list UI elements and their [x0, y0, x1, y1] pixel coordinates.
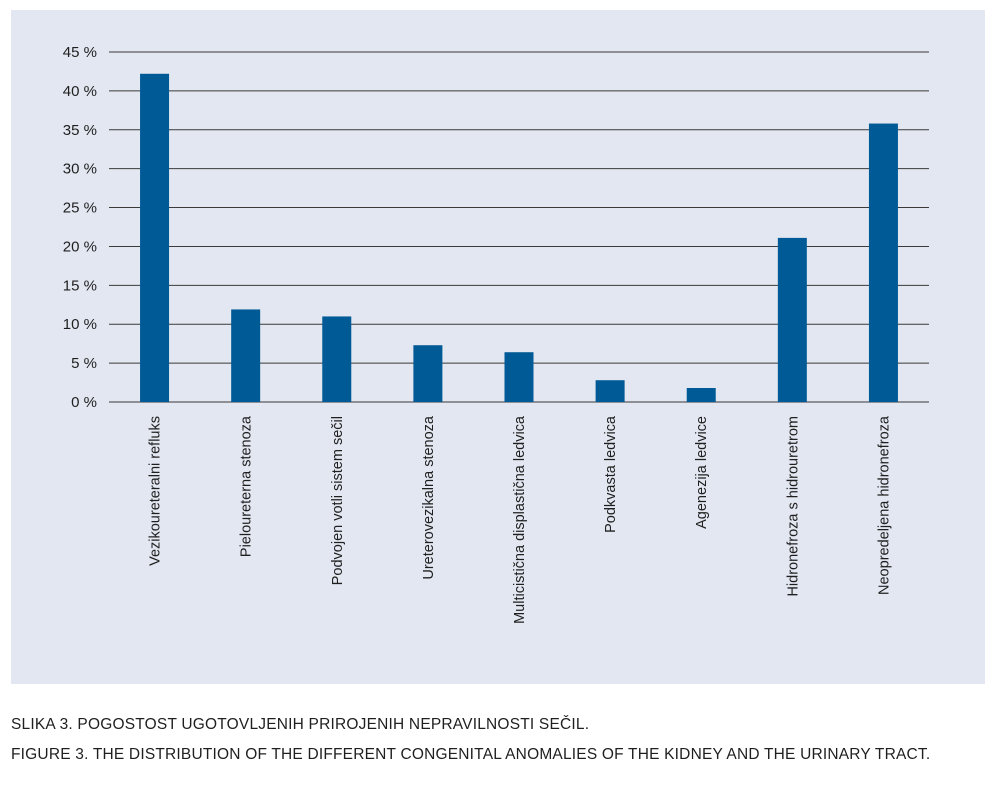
y-tick-label: 40 % — [63, 83, 97, 100]
bar — [595, 380, 625, 402]
bar — [504, 352, 534, 402]
bar-chart: 0 % 5 % 10 % 15 % 20 % 25 % 30 % 35 % 40 % 45 % V… — [63, 44, 929, 624]
bar — [686, 388, 716, 402]
y-tick-label: 20 % — [63, 238, 97, 255]
x-category-label: Multicistična displastična ledvica — [512, 415, 528, 624]
x-category-label: Hidronefroza s hidrouretrom — [785, 416, 801, 597]
bar — [777, 237, 807, 402]
y-tick-label: 25 % — [63, 200, 97, 217]
bar — [322, 316, 352, 402]
y-tick-label: 30 % — [63, 161, 97, 178]
x-category-label: Agenezija ledvice — [694, 416, 710, 529]
x-category-label: Ureterovezikalna stenoza — [421, 415, 437, 580]
bars — [140, 73, 898, 403]
y-tick-label: 5 % — [71, 355, 97, 372]
x-category-label: Podkvasta ledvica — [603, 415, 619, 533]
y-axis-tick-labels: 0 % 5 % 10 % 15 % 20 % 25 % 30 % 35 % 40 % 45 % — [63, 44, 97, 411]
y-tick-label: 45 % — [63, 44, 97, 61]
x-axis-category-labels: Vezikoureteralni refluks Pieloureterna st… — [148, 415, 893, 624]
y-tick-label: 35 % — [63, 122, 97, 139]
y-tick-label: 0 % — [71, 394, 97, 411]
x-category-label: Podvojen votli sistem sečil — [330, 416, 346, 585]
figure-caption-slovenian: SLIKA 3. POGOSTOST UGOTOVLJENIH PRIROJEN… — [11, 716, 590, 733]
bar — [231, 309, 261, 402]
x-category-label: Vezikoureteralni refluks — [148, 416, 164, 566]
bar — [868, 123, 898, 403]
y-tick-label: 10 % — [63, 316, 97, 333]
x-category-label: Pieloureterna stenoza — [239, 415, 255, 557]
chart-panel: 0 % 5 % 10 % 15 % 20 % 25 % 30 % 35 % 40 % 45 % V… — [11, 10, 985, 684]
bar — [140, 73, 170, 403]
figure-caption-english: FIGURE 3. THE DISTRIBUTION OF THE DIFFER… — [11, 746, 931, 763]
y-tick-label: 15 % — [63, 277, 97, 294]
bar — [413, 345, 443, 402]
x-category-label: Neopredeljena hidronefroza — [876, 415, 892, 595]
